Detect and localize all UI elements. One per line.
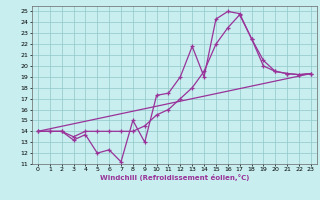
X-axis label: Windchill (Refroidissement éolien,°C): Windchill (Refroidissement éolien,°C) [100, 174, 249, 181]
